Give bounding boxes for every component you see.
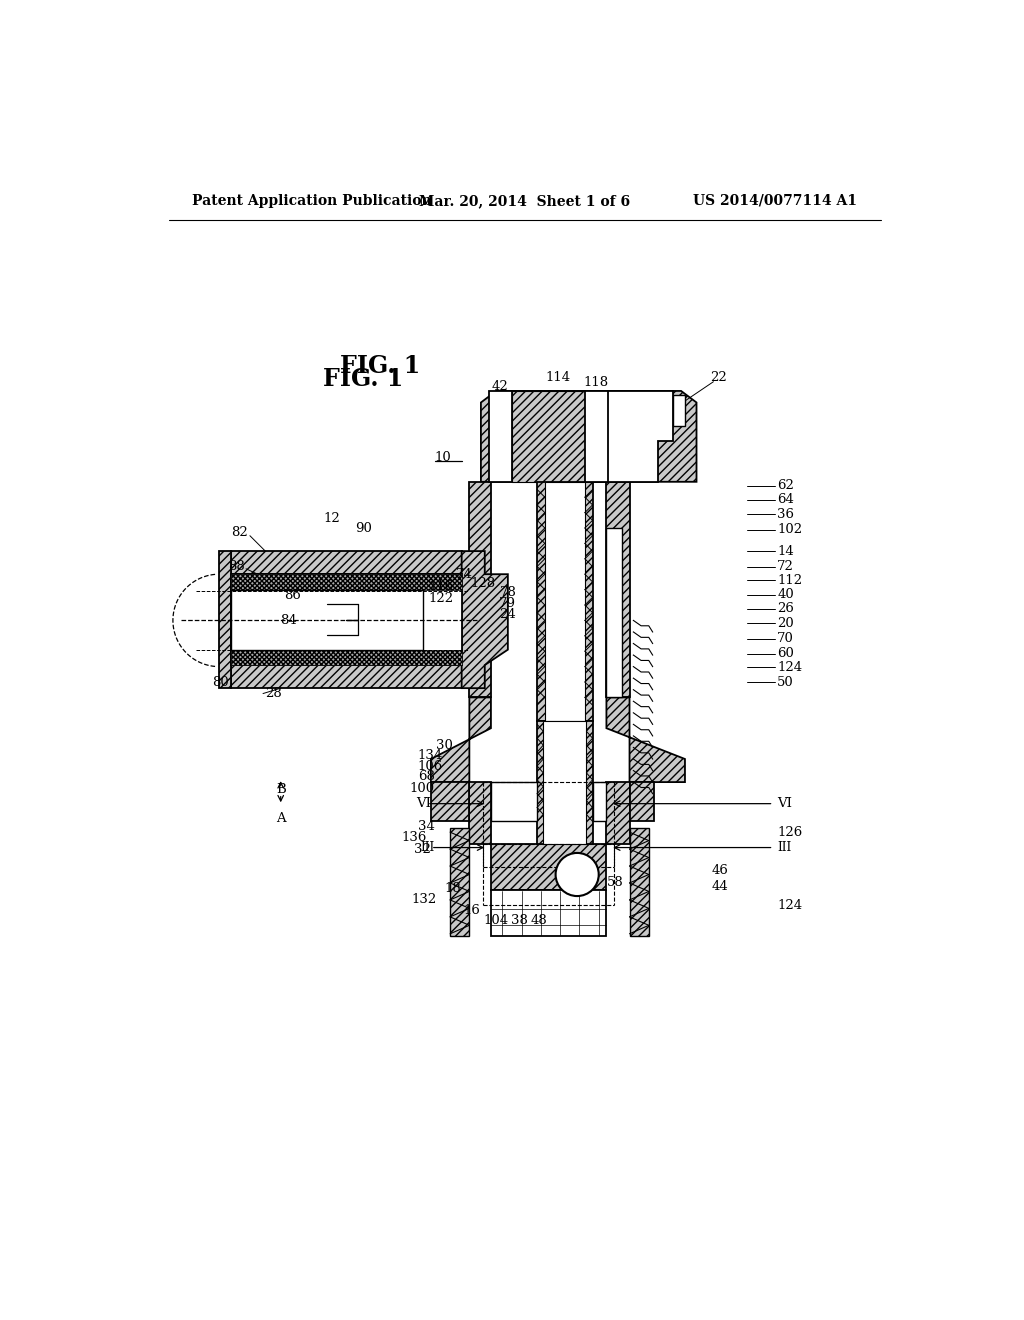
Polygon shape	[462, 552, 508, 688]
Text: 68: 68	[418, 770, 435, 783]
Text: 79: 79	[500, 597, 516, 610]
Polygon shape	[219, 552, 230, 688]
Text: 64: 64	[777, 492, 795, 506]
Text: 88: 88	[227, 560, 245, 573]
Text: Patent Application Publication: Patent Application Publication	[193, 194, 432, 207]
Text: 28: 28	[265, 686, 282, 700]
Text: US 2014/0077114 A1: US 2014/0077114 A1	[693, 194, 857, 207]
Text: 44: 44	[712, 879, 729, 892]
Text: 124: 124	[777, 899, 803, 912]
Text: 132: 132	[412, 894, 437, 907]
Bar	[606, 528, 622, 697]
Text: 124: 124	[777, 661, 803, 675]
Polygon shape	[538, 721, 593, 843]
Text: 134: 134	[417, 750, 442, 763]
Text: 48: 48	[530, 915, 547, 927]
Text: 82: 82	[230, 527, 248, 539]
Bar	[230, 649, 462, 665]
Text: 80: 80	[212, 676, 229, 689]
Text: 20: 20	[777, 616, 794, 630]
Polygon shape	[469, 482, 490, 697]
Bar	[489, 391, 512, 482]
Polygon shape	[431, 697, 490, 781]
Text: 78: 78	[500, 586, 516, 599]
Text: VI: VI	[416, 797, 431, 810]
Text: 60: 60	[777, 647, 795, 660]
Text: 12: 12	[324, 512, 341, 525]
Bar	[230, 590, 423, 649]
Text: 90: 90	[354, 521, 372, 535]
Text: 104: 104	[483, 915, 509, 927]
Text: 114: 114	[546, 371, 570, 384]
Text: 102: 102	[777, 523, 803, 536]
Text: 50: 50	[777, 676, 794, 689]
Polygon shape	[674, 395, 685, 425]
Bar	[490, 890, 606, 936]
Text: 14: 14	[777, 545, 794, 557]
Polygon shape	[630, 829, 649, 936]
Text: 128: 128	[471, 577, 496, 590]
Polygon shape	[469, 781, 490, 843]
Bar	[490, 843, 606, 890]
Text: 46: 46	[712, 865, 729, 878]
Text: A: A	[275, 812, 286, 825]
Text: 22: 22	[710, 371, 726, 384]
Text: VI: VI	[777, 797, 793, 810]
Text: 32: 32	[414, 843, 431, 857]
Text: III: III	[421, 841, 435, 854]
Circle shape	[556, 853, 599, 896]
Polygon shape	[606, 781, 630, 843]
Text: Mar. 20, 2014  Sheet 1 of 6: Mar. 20, 2014 Sheet 1 of 6	[419, 194, 631, 207]
Text: FIG. 1: FIG. 1	[340, 354, 420, 379]
Polygon shape	[431, 781, 469, 821]
Bar	[593, 781, 606, 821]
Text: B: B	[275, 783, 286, 796]
Text: 84: 84	[280, 614, 297, 627]
Polygon shape	[606, 482, 630, 697]
Text: 62: 62	[777, 479, 795, 492]
Bar	[512, 391, 585, 482]
Polygon shape	[630, 781, 654, 821]
Polygon shape	[481, 391, 696, 482]
Text: 30: 30	[435, 739, 453, 752]
Bar	[545, 482, 585, 721]
Text: 136: 136	[401, 832, 427, 843]
Text: 100: 100	[410, 781, 435, 795]
Bar	[490, 781, 538, 821]
Polygon shape	[606, 697, 685, 781]
Polygon shape	[504, 391, 674, 482]
Polygon shape	[451, 829, 469, 936]
Text: 36: 36	[777, 508, 795, 520]
Text: 126: 126	[777, 825, 803, 838]
Text: III: III	[777, 841, 792, 854]
Text: 24: 24	[500, 607, 516, 620]
Text: 18: 18	[444, 882, 461, 895]
Text: 86: 86	[284, 589, 301, 602]
Text: 16: 16	[463, 904, 480, 917]
Text: 34: 34	[418, 820, 435, 833]
Text: 106: 106	[417, 760, 442, 774]
Text: 72: 72	[777, 560, 795, 573]
Text: 70: 70	[777, 632, 795, 645]
Text: 58: 58	[606, 875, 624, 888]
Text: 112: 112	[777, 574, 803, 587]
Text: 116: 116	[429, 579, 454, 593]
Text: 42: 42	[492, 380, 509, 393]
Bar	[544, 721, 587, 843]
Text: 118: 118	[583, 376, 608, 389]
Polygon shape	[538, 482, 593, 721]
Text: 40: 40	[777, 589, 794, 602]
Text: 10: 10	[435, 450, 452, 463]
Text: FIG. 1: FIG. 1	[323, 367, 403, 391]
Bar	[585, 391, 608, 482]
Polygon shape	[230, 552, 462, 574]
Bar	[230, 574, 462, 590]
Polygon shape	[230, 665, 462, 688]
Text: 122: 122	[429, 593, 454, 606]
Bar	[230, 574, 462, 665]
Text: 74: 74	[456, 568, 472, 581]
Text: 38: 38	[511, 915, 527, 927]
Text: 26: 26	[777, 602, 795, 615]
